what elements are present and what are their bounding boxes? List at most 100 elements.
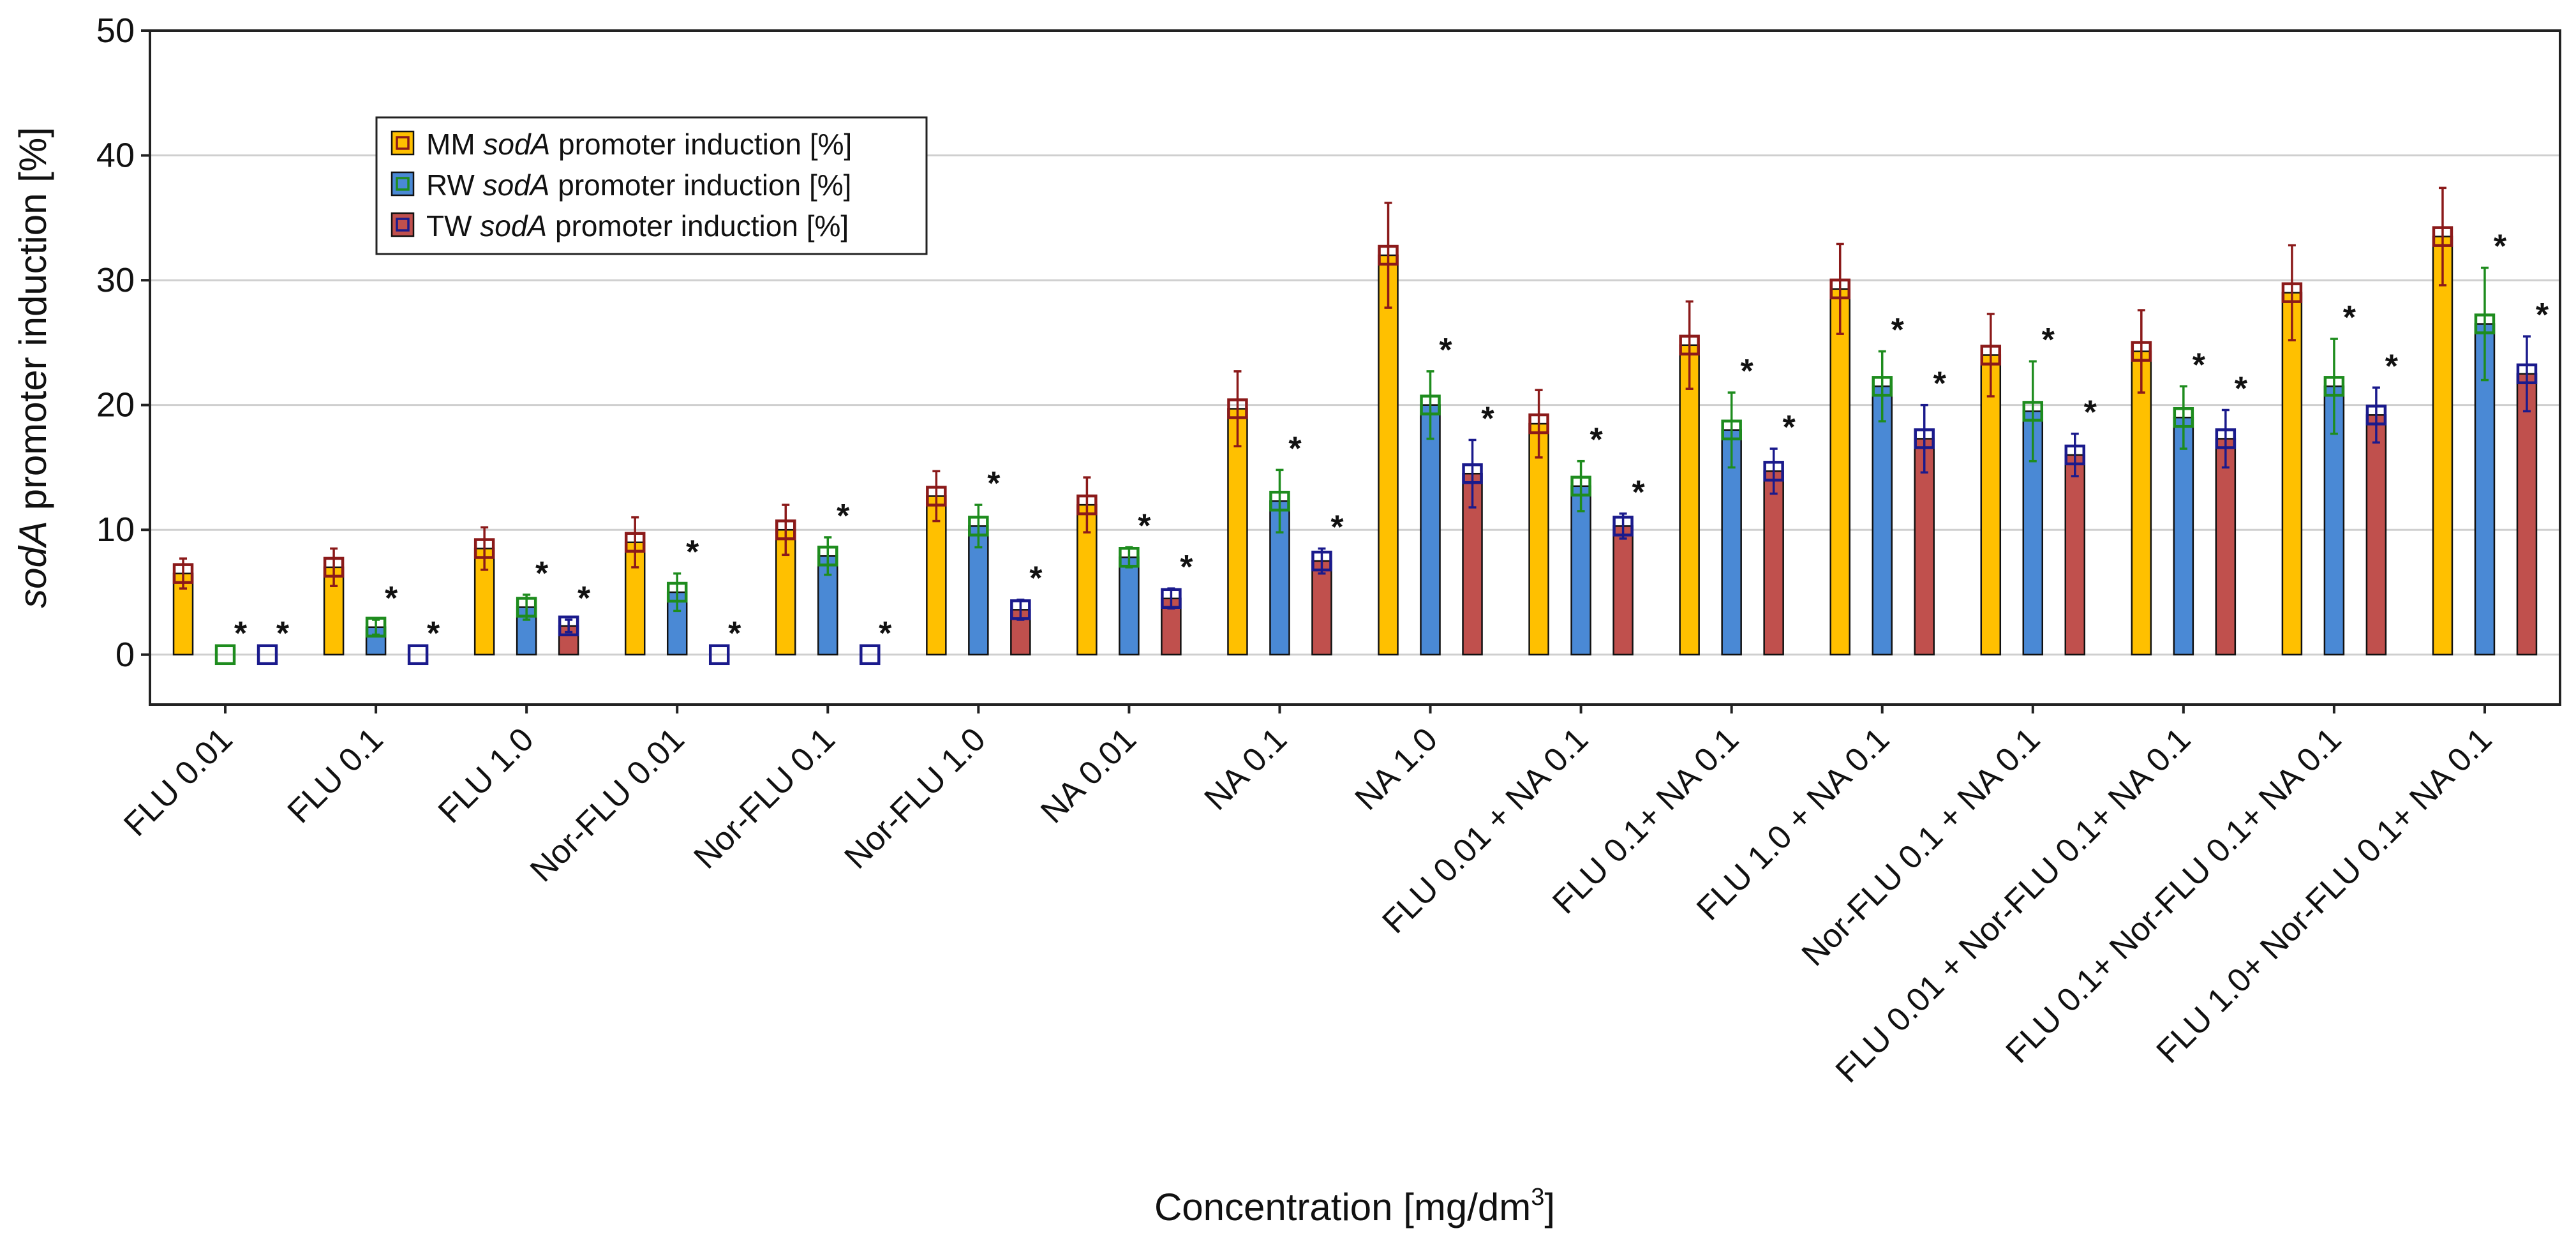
y-tick-label: 20 [96, 386, 135, 424]
mean-marker [817, 546, 838, 567]
axes-layer [149, 29, 2561, 706]
mean-marker [1010, 599, 1031, 620]
significance-star: * [2193, 347, 2206, 384]
mean-marker [666, 581, 688, 603]
mean-marker [516, 597, 537, 618]
mean-marker [407, 644, 429, 666]
mean-marker [2215, 428, 2237, 449]
legend-swatch [391, 130, 415, 156]
significance-star: * [1590, 422, 1603, 459]
legend-label-prefix: RW [426, 168, 483, 202]
mean-marker [1679, 334, 1700, 356]
mean-marker [2173, 407, 2194, 428]
bar [2516, 373, 2538, 656]
y-axis-title: sodA promoter induction [%] [11, 127, 54, 608]
x-tick-label: Nor-FLU 0.01 [523, 721, 692, 889]
mean-marker [558, 615, 579, 637]
significance-star: * [1933, 366, 1947, 403]
mean-marker [1528, 413, 1549, 435]
legend-label-suffix: promoter induction [%] [549, 168, 851, 202]
mean-marker [1076, 494, 1098, 516]
mean-marker [1269, 490, 1290, 512]
significance-star: * [1632, 474, 1645, 511]
mean-marker [2281, 282, 2303, 303]
mean-marker [968, 516, 989, 537]
mean-marker [1119, 546, 1140, 568]
x-tick-label: FLU 1.0 [431, 721, 541, 830]
significance-star: * [1439, 332, 1452, 369]
bar [1612, 525, 1634, 656]
legend-label-gene: sodA [483, 128, 550, 161]
significance-star: * [686, 534, 699, 571]
legend: MM sodA promoter induction [%]RW sodA pr… [375, 116, 928, 255]
legend-label: RW sodA promoter induction [%] [426, 168, 851, 202]
mean-marker [2432, 226, 2453, 247]
significance-star: * [577, 580, 591, 617]
significance-star: * [1180, 549, 1193, 586]
mean-marker [2474, 313, 2496, 334]
mean-marker [172, 563, 194, 584]
mean-marker [2323, 376, 2345, 397]
significance-star: * [385, 580, 398, 617]
mean-marker [2516, 363, 2538, 385]
bar [2215, 438, 2237, 656]
bar [1119, 556, 1140, 656]
significance-star: * [2385, 348, 2399, 385]
mean-marker [2131, 341, 2152, 362]
significance-star: * [2042, 322, 2055, 359]
y-tick-label: 0 [115, 636, 135, 674]
mean-marker [257, 644, 278, 666]
mean-marker [1227, 398, 1248, 419]
bar [1378, 254, 1399, 656]
legend-label-suffix: promoter induction [%] [547, 209, 849, 243]
legend-label-suffix: promoter induction [%] [550, 128, 852, 161]
legend-label-gene: sodA [480, 209, 547, 243]
significance-star: * [1288, 430, 1302, 467]
bar [1980, 354, 2002, 656]
bars-layer: * * * * * * * * * * * * * * * * * * * * * * * * * * * * * * * * [172, 186, 2549, 666]
legend-label-gene: sodA [483, 168, 550, 202]
significance-star: * [2494, 228, 2507, 265]
bar [2281, 292, 2303, 656]
mean-marker [1311, 550, 1332, 572]
significance-star: * [2536, 297, 2549, 334]
significance-star: * [1891, 312, 1905, 349]
bar [1227, 408, 1248, 656]
mean-marker [1872, 376, 1893, 397]
significance-star: * [427, 615, 440, 652]
mean-marker [2365, 405, 2387, 426]
bar [2365, 414, 2387, 656]
bar [2131, 350, 2152, 656]
mean-marker [323, 556, 345, 578]
legend-label: MM sodA promoter induction [%] [426, 128, 852, 161]
x-tick-label: NA 1.0 [1348, 721, 1445, 817]
mean-marker [1763, 461, 1784, 482]
x-tick-label: NA 0.01 [1034, 721, 1143, 830]
legend-marker [396, 218, 410, 232]
significance-star: * [1783, 409, 1796, 446]
legend-label-prefix: TW [426, 209, 480, 243]
mean-marker [2064, 444, 2086, 466]
mean-marker [1612, 516, 1634, 537]
legend-label-prefix: MM [426, 128, 483, 161]
bar [2064, 454, 2086, 656]
y-tick-label: 30 [96, 261, 135, 299]
significance-star: * [535, 555, 549, 592]
legend-swatch [391, 171, 415, 197]
x-tick-label: FLU 0.1 [281, 721, 391, 830]
mean-marker [1161, 588, 1182, 609]
x-tick-label: Nor-FLU 1.0 [838, 721, 993, 876]
bar [1914, 438, 1935, 656]
bar [1763, 470, 1784, 656]
significance-star: * [1138, 508, 1151, 545]
significance-star: * [837, 498, 850, 535]
mean-marker [1570, 475, 1591, 497]
mean-marker [214, 644, 236, 666]
mean-marker [860, 644, 881, 666]
legend-box [375, 116, 928, 255]
x-axis-title: Concentration [mg/dm3] [1154, 1184, 1555, 1228]
significance-star: * [1741, 353, 1754, 390]
bar [1829, 288, 1850, 656]
